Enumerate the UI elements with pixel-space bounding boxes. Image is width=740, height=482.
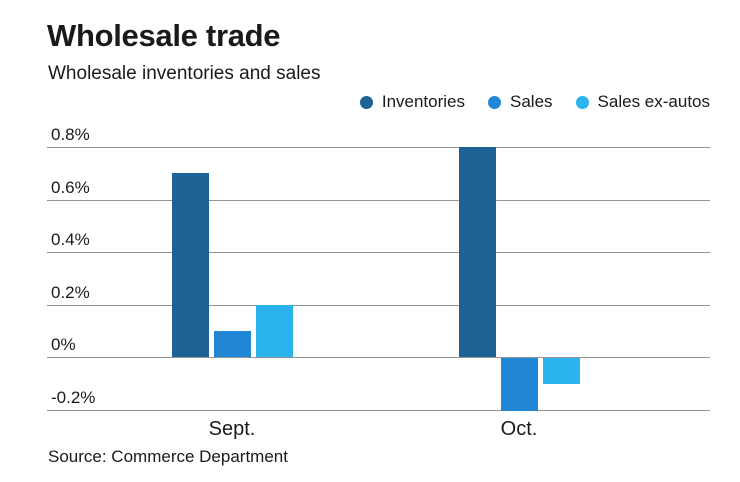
- legend-dot-icon: [575, 95, 589, 109]
- y-axis-tick-label: 0.4%: [51, 230, 90, 249]
- legend-label: Sales: [510, 92, 553, 111]
- legend-item-sales: Sales: [488, 92, 553, 112]
- legend: Inventories Sales Sales ex-autos: [359, 92, 710, 112]
- gridline: [47, 357, 710, 358]
- gridline: [47, 409, 710, 411]
- y-axis-tick-label: 0.2%: [51, 282, 90, 302]
- legend-dot-icon: [359, 95, 373, 109]
- bar-sales-ex-autos-oct: [542, 358, 580, 385]
- bar-sales-ex-autos-sept: [255, 304, 293, 357]
- bar-inventories-sept: [171, 173, 209, 358]
- legend-item-sales-ex-autos: Sales ex-autos: [575, 92, 710, 112]
- gridline: [47, 199, 710, 201]
- x-axis-tick-label: Sept.: [208, 418, 256, 440]
- y-axis-tick-label: 0.6%: [51, 177, 90, 197]
- y-axis-tick-label: 0%: [51, 335, 76, 354]
- y-axis-tick-label: -0.2%: [51, 387, 96, 407]
- bar-inventories-oct: [458, 147, 496, 357]
- source-note: Source: Commerce Department: [48, 447, 288, 466]
- gridline: [47, 304, 710, 306]
- gridline: [47, 252, 710, 253]
- x-axis-tick-label: Oct.: [500, 418, 538, 440]
- legend-item-inventories: Inventories: [359, 92, 466, 112]
- chart-title: Wholesale trade: [47, 18, 281, 53]
- bar-sales-oct: [500, 358, 538, 411]
- legend-label: Sales ex-autos: [597, 92, 710, 111]
- legend-label: Inventories: [381, 92, 466, 111]
- plot-area: 0.8% 0.6% 0.4% 0.2% 0% -0.2%: [47, 125, 710, 414]
- chart-subtitle: Wholesale inventories and sales: [48, 63, 321, 84]
- gridline: [47, 147, 710, 148]
- bar-sales-sept: [213, 330, 251, 358]
- x-axis-labels: Sept. Oct.: [47, 418, 710, 446]
- legend-dot-icon: [488, 95, 502, 109]
- y-axis-tick-label: 0.8%: [51, 125, 90, 144]
